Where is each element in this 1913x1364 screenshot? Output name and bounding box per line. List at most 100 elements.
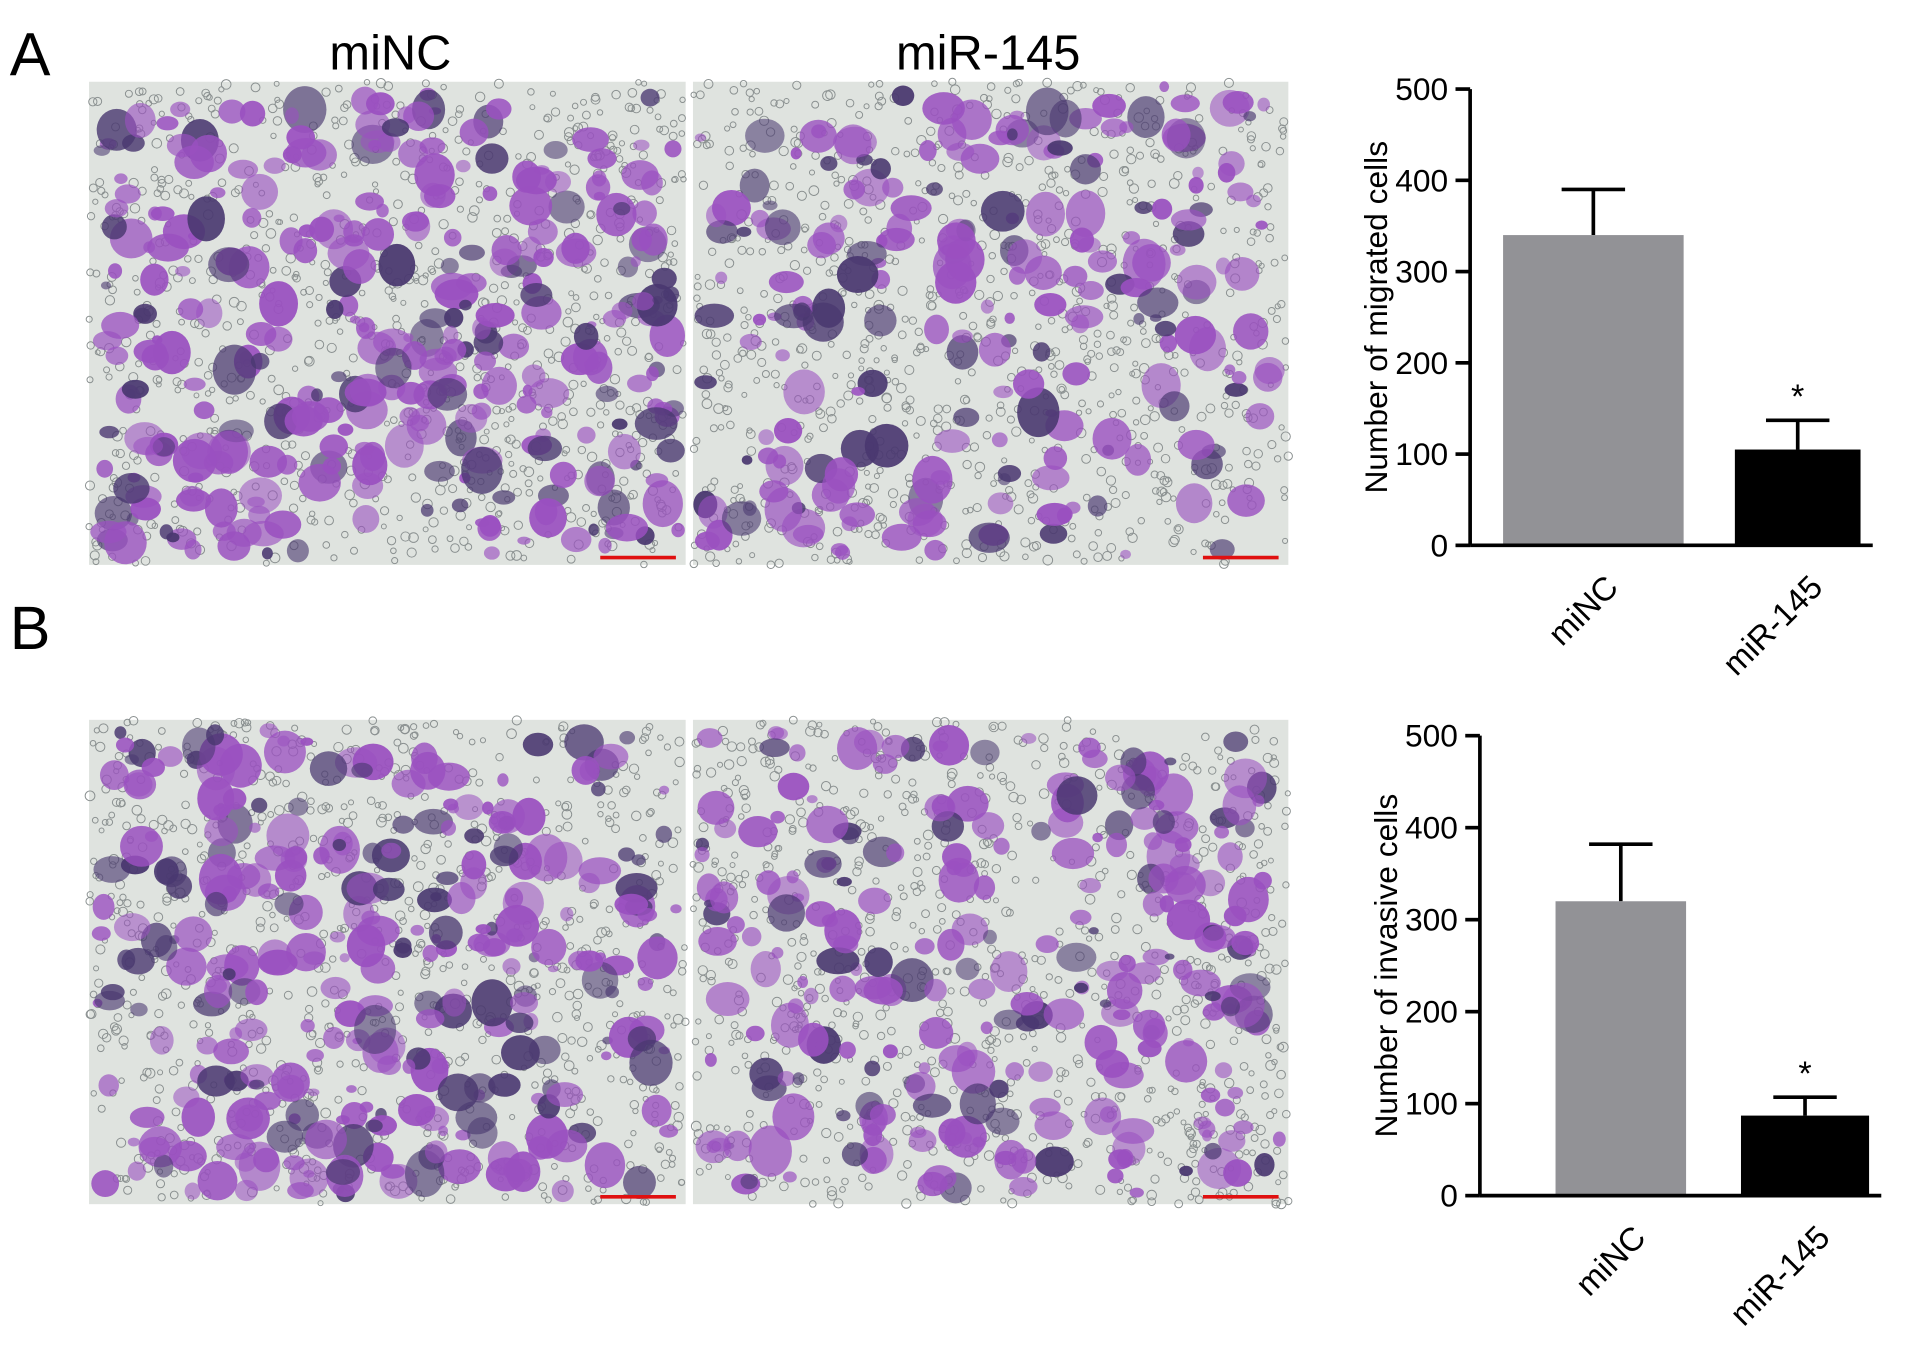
- pore: [429, 268, 437, 276]
- pore: [129, 203, 141, 214]
- pore: [1088, 541, 1098, 551]
- stained-cell: [764, 209, 801, 246]
- pore: [1147, 179, 1156, 188]
- pore: [557, 724, 565, 732]
- pore: [1275, 1179, 1282, 1186]
- pore: [888, 1098, 899, 1109]
- pore: [1145, 137, 1155, 148]
- pore: [1096, 784, 1103, 791]
- pore: [988, 251, 996, 260]
- stained-cell: [561, 232, 590, 264]
- pore: [597, 421, 605, 429]
- pore: [701, 398, 713, 410]
- y-tick-label: 100: [1395, 436, 1448, 472]
- pore: [690, 905, 697, 913]
- stained-cell: [332, 838, 347, 851]
- stained-cell: [210, 187, 226, 199]
- stained-cell: [1243, 111, 1257, 122]
- pore: [421, 79, 430, 88]
- pore: [89, 739, 97, 747]
- stained-cell: [851, 386, 865, 396]
- pore: [334, 84, 343, 93]
- pore: [1280, 431, 1291, 442]
- stained-cell: [578, 857, 622, 885]
- pore: [1125, 527, 1135, 536]
- pore: [452, 729, 460, 736]
- pore: [123, 899, 132, 908]
- pore: [93, 965, 100, 972]
- stained-cell: [1223, 731, 1249, 752]
- pore: [712, 559, 720, 567]
- pore: [731, 108, 739, 116]
- pore: [460, 979, 468, 987]
- pore: [1259, 1080, 1268, 1089]
- pore: [777, 246, 786, 255]
- stained-cell: [1009, 1177, 1038, 1197]
- pore: [771, 853, 778, 860]
- pore: [970, 199, 977, 207]
- pore: [144, 1067, 156, 1079]
- stained-cell: [671, 522, 685, 538]
- pore: [334, 1095, 343, 1104]
- pore: [857, 947, 866, 956]
- pore: [611, 89, 621, 100]
- pore: [1020, 1033, 1027, 1041]
- pore: [1002, 156, 1013, 168]
- pore: [105, 818, 114, 826]
- pore: [771, 850, 779, 858]
- pore: [722, 404, 729, 412]
- pore: [133, 456, 142, 465]
- pore: [576, 915, 584, 923]
- pore: [596, 109, 604, 116]
- stained-cell: [777, 1071, 795, 1087]
- pore: [711, 857, 720, 865]
- pore: [870, 718, 877, 725]
- stained-cell: [355, 110, 391, 140]
- stained-cell: [157, 746, 183, 767]
- pore: [592, 234, 603, 246]
- pore: [543, 348, 554, 359]
- pore: [1082, 493, 1091, 502]
- pore: [1239, 1062, 1249, 1071]
- stained-cell: [1062, 362, 1091, 386]
- pore: [1249, 724, 1260, 735]
- stained-cell: [726, 916, 745, 934]
- pore: [909, 1115, 916, 1122]
- pore: [820, 729, 829, 739]
- stained-cell: [482, 801, 494, 815]
- pore: [1105, 475, 1117, 486]
- pore: [693, 294, 701, 302]
- pore: [991, 1056, 998, 1062]
- stained-cell: [502, 958, 521, 975]
- stained-cell: [642, 480, 683, 528]
- pore: [1157, 155, 1165, 163]
- stained-cell: [946, 142, 975, 161]
- pore: [503, 214, 512, 223]
- pore: [1044, 165, 1054, 175]
- micrograph: [84, 715, 690, 1207]
- pore: [641, 726, 652, 737]
- pore: [882, 1061, 892, 1071]
- stained-cell: [1092, 832, 1103, 843]
- pore: [819, 423, 828, 433]
- pore: [585, 1185, 592, 1192]
- pore: [1271, 1058, 1278, 1066]
- pore: [839, 1010, 848, 1018]
- pore: [1032, 876, 1040, 884]
- pore: [653, 1087, 660, 1094]
- stained-cell: [577, 426, 596, 444]
- stained-cell: [286, 125, 316, 150]
- stained-cell: [546, 1129, 588, 1163]
- pore: [96, 1044, 105, 1053]
- pore: [739, 79, 748, 88]
- pore: [1001, 457, 1008, 464]
- pore: [664, 1013, 671, 1020]
- pore: [891, 354, 899, 362]
- pore: [1207, 182, 1216, 191]
- pore: [422, 722, 430, 729]
- pore: [440, 83, 447, 91]
- pore: [1151, 333, 1161, 344]
- pore: [774, 558, 784, 568]
- pore: [513, 487, 522, 497]
- stained-cell: [1170, 94, 1200, 113]
